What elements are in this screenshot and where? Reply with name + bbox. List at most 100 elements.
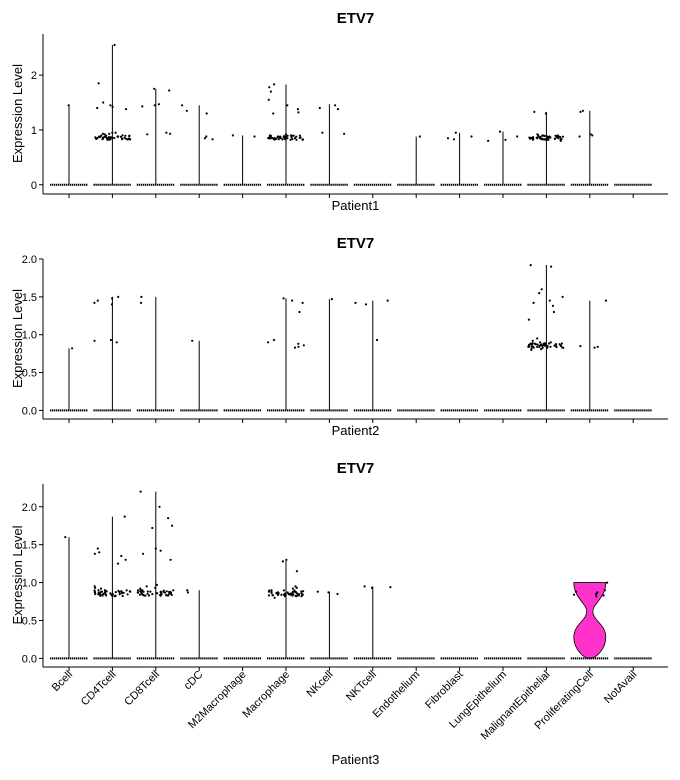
data-point <box>354 301 357 304</box>
data-point <box>543 134 546 138</box>
data-point <box>117 295 120 298</box>
data-point <box>559 344 563 348</box>
data-point <box>552 310 556 314</box>
data-point <box>275 591 278 595</box>
data-point <box>140 592 143 595</box>
data-point <box>553 344 556 347</box>
data-point <box>504 138 507 141</box>
data-point <box>272 112 275 115</box>
data-point <box>364 303 368 306</box>
data-point <box>562 346 565 349</box>
data-point <box>538 345 541 349</box>
data-point <box>99 591 102 594</box>
data-point <box>280 593 283 596</box>
data-point <box>169 132 172 135</box>
data-point <box>386 299 389 302</box>
data-point <box>101 132 104 135</box>
data-point <box>375 338 379 342</box>
data-point <box>99 594 102 597</box>
data-point <box>109 338 112 342</box>
data-point <box>291 591 294 595</box>
data-point <box>120 554 123 558</box>
data-point <box>93 552 96 555</box>
data-point <box>561 295 564 298</box>
data-point <box>546 136 550 139</box>
data-point <box>302 344 305 347</box>
data-point <box>167 517 170 520</box>
data-point <box>292 593 295 596</box>
data-point <box>551 304 555 307</box>
data-point <box>559 136 562 139</box>
data-point <box>336 108 340 111</box>
data-point <box>126 593 129 596</box>
data-point <box>291 587 294 590</box>
data-point <box>120 137 124 140</box>
data-point <box>105 134 108 137</box>
data-point <box>296 108 299 111</box>
data-point <box>516 135 519 138</box>
y-tick-label: 1.0 <box>22 578 37 590</box>
data-point <box>99 587 103 590</box>
data-point <box>529 137 532 140</box>
data-point <box>549 345 552 348</box>
data-point <box>318 106 321 110</box>
data-point <box>172 589 175 592</box>
data-point <box>595 592 598 596</box>
data-point <box>560 342 564 345</box>
data-point <box>541 344 544 347</box>
data-point <box>102 592 105 596</box>
data-point <box>487 139 490 142</box>
data-point <box>145 585 148 588</box>
data-point <box>281 138 284 141</box>
data-point <box>136 589 140 592</box>
x-tick-label-Macrophage: Macrophage <box>240 669 292 721</box>
y-tick-label: 2.0 <box>22 502 37 514</box>
data-point <box>267 594 271 597</box>
data-point <box>539 341 542 344</box>
data-point <box>539 137 543 140</box>
data-point <box>270 590 273 593</box>
data-point <box>116 562 120 565</box>
x-tick-label-CD8Tcell: CD8Tcell <box>122 669 162 709</box>
data-point <box>452 138 456 141</box>
data-point <box>549 136 552 139</box>
data-point <box>154 586 157 590</box>
data-point <box>281 560 284 563</box>
data-point <box>159 591 162 594</box>
data-point <box>300 595 303 598</box>
data-point <box>231 134 234 137</box>
data-point <box>285 558 288 561</box>
data-point <box>111 131 114 134</box>
data-point <box>536 345 539 348</box>
data-point <box>336 592 339 596</box>
data-point <box>559 138 562 141</box>
data-point <box>139 587 142 590</box>
data-point <box>470 135 473 138</box>
data-point <box>530 343 533 346</box>
data-point <box>119 135 122 138</box>
data-point <box>578 135 581 138</box>
data-point <box>186 591 189 594</box>
data-point <box>291 138 294 141</box>
data-point <box>94 136 97 139</box>
data-point <box>283 137 286 140</box>
data-point <box>541 346 544 349</box>
data-point <box>286 104 289 107</box>
data-point <box>155 591 158 595</box>
panel-1: ETV7 0 1 2 Expression Level Patient1 <box>10 10 668 213</box>
data-point <box>282 297 285 300</box>
data-point <box>291 299 294 302</box>
data-point <box>125 589 128 592</box>
x-tick-label-NotAvail: NotAvail <box>602 669 639 706</box>
data-point <box>165 131 168 134</box>
data-point <box>591 134 594 137</box>
data-point <box>572 593 576 596</box>
data-point <box>529 264 532 267</box>
data-point <box>162 590 165 593</box>
panel-title: ETV7 <box>337 460 375 477</box>
data-point <box>543 344 546 347</box>
data-point <box>124 558 127 561</box>
data-point <box>595 595 598 598</box>
data-point <box>343 132 346 135</box>
data-point <box>334 104 337 107</box>
